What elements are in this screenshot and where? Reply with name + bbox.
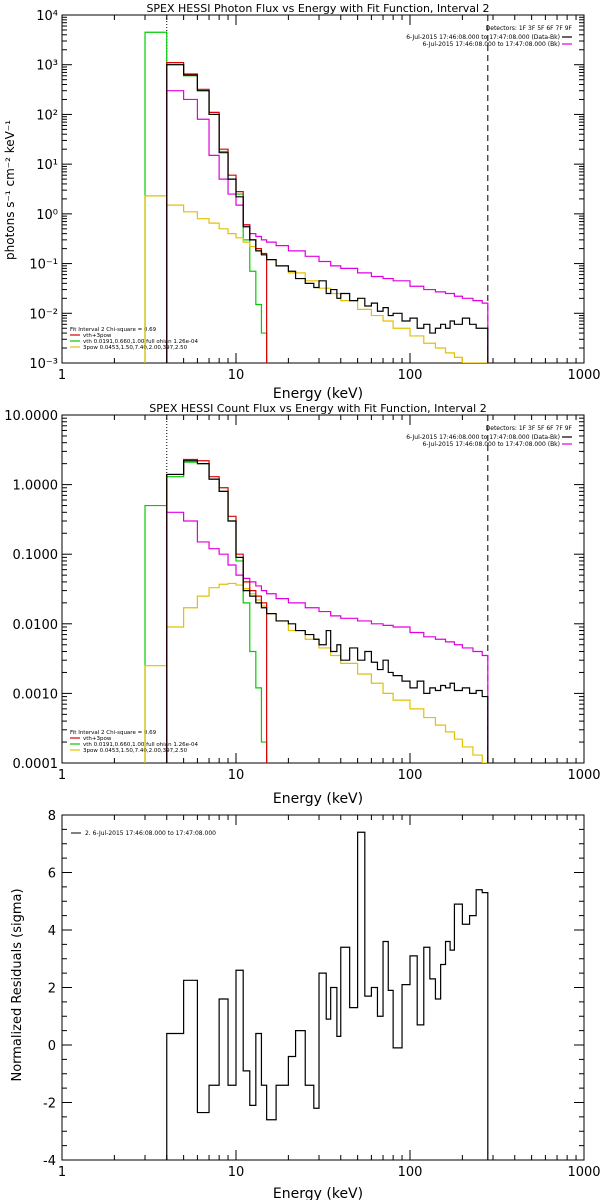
panel2-series-3pow <box>144 582 488 763</box>
panel1-series-vth-3pow <box>166 62 268 363</box>
legend-left-label: vth+3pow <box>83 736 112 742</box>
panel3-series-2-6-jul-2015-17-46-08-000-to-17-47-08-000 <box>166 831 489 1160</box>
panel1-series-3pow <box>144 195 488 363</box>
legend-left-label: vth+3pow <box>83 333 112 339</box>
legend-left-label: 3pow 0.0453,1.50,7.40,2.00,397,2.50 <box>83 748 188 754</box>
panel2-legend-right: 6-Jul-2015 17:46:08.000 to 17:47:08.000 … <box>406 434 572 448</box>
panel3-xlabel: Energy (keV) <box>273 1186 363 1200</box>
x-tick-label: 1000 <box>567 368 600 383</box>
y-tick-label: 10.0000 <box>4 409 58 424</box>
panel2-series-vth-3pow <box>166 458 268 763</box>
panel3-ylabel: Normalized Residuals (sigma) <box>10 888 25 1081</box>
y-tick-label: 0.0100 <box>13 618 59 633</box>
panel2-plot-frame <box>61 414 585 764</box>
y-tick-label: 4 <box>48 924 56 939</box>
panel2-xlabel: Energy (keV) <box>273 791 363 807</box>
y-tick-label: 10³ <box>36 59 58 74</box>
x-tick-label: 1000 <box>567 1165 600 1180</box>
panel2-axes: 1 10 100 1000 0.0001 0.0010 0.0100 0.1000 1.0000… <box>4 409 600 783</box>
panel1-title: SPEX HESSI Photon Flux vs Energy with Fi… <box>146 2 489 15</box>
panel1-series-data-bk <box>166 64 489 363</box>
x-tick-label: 10 <box>228 1165 245 1180</box>
panel3-legend: 2. 6-Jul-2015 17:46:08.000 to 17:47:08.0… <box>85 830 216 837</box>
legend-left-label: vth 0.0191,0.660,1.00 full ohian 1.26e-0… <box>83 742 198 748</box>
x-tick-label: 100 <box>398 768 423 783</box>
y-tick-label: 0.0010 <box>13 687 59 702</box>
x-tick-label: 10 <box>228 768 245 783</box>
panel2-series-bk <box>166 511 489 763</box>
panel2-legend-left: Fit Interval 2 Chi-square = 0.69vth+3pow… <box>70 730 198 754</box>
panel1-series-bk <box>166 90 489 363</box>
x-tick-label: 1 <box>58 768 66 783</box>
y-tick-label: 10² <box>36 108 58 123</box>
legend-right-label: 6-Jul-2015 17:46:08.000 to 17:47:08.000 … <box>406 34 560 41</box>
x-tick-label: 1 <box>58 1165 66 1180</box>
y-tick-label: 10⁻¹ <box>29 258 58 273</box>
x-tick-label: 10 <box>228 368 245 383</box>
legend-left-label: 3pow 0.0453,1.50,7.40,2.00,397,2.50 <box>83 345 188 351</box>
legend-right-label: 6-Jul-2015 17:46:08.000 to 17:47:08.000 … <box>422 441 560 448</box>
y-tick-label: 1.0000 <box>13 479 59 494</box>
panel2-detectors: Detectors: 1F 3F 5F 6F 7F 9F <box>486 425 573 432</box>
y-tick-label: 10¹ <box>36 158 58 173</box>
y-tick-label: 2 <box>48 982 56 997</box>
y-tick-label: 10⁰ <box>36 208 58 223</box>
y-tick-label: 10⁻³ <box>29 357 58 372</box>
legend-left-label: Fit Interval 2 Chi-square = 0.69 <box>70 327 157 333</box>
y-tick-label: 10⁻² <box>29 307 58 322</box>
y-tick-label: 0 <box>48 1039 56 1054</box>
panel2-series-vth <box>144 461 268 763</box>
x-tick-label: 100 <box>398 1165 423 1180</box>
y-tick-label: -2 <box>43 1097 56 1112</box>
x-tick-label: 1000 <box>567 768 600 783</box>
y-tick-label: 6 <box>48 867 56 882</box>
x-tick-label: 1 <box>58 368 66 383</box>
legend-right-label: 6-Jul-2015 17:46:08.000 to 17:47:08.000 … <box>406 434 560 441</box>
y-tick-label: -4 <box>43 1154 56 1169</box>
panel2-series-data-bk <box>166 460 489 763</box>
panel1-detectors: Detectors: 1F 3F 5F 6F 7F 9F <box>486 25 573 32</box>
legend-right-label: 6-Jul-2015 17:46:08.000 to 17:47:08.000 … <box>422 41 560 48</box>
panel1-series-vth <box>144 31 268 363</box>
panel2-title: SPEX HESSI Count Flux vs Energy with Fit… <box>149 402 486 415</box>
panel1-axes: 1 10 100 1000 10⁻³ 10⁻² 10⁻¹ 10⁰ 10¹ 10² 10³ 10⁴ <box>29 9 600 383</box>
x-tick-label: 100 <box>398 368 423 383</box>
panel1-legend-left: Fit Interval 2 Chi-square = 0.69vth+3pow… <box>70 327 198 351</box>
panel1-ylabel: photons s⁻¹ cm⁻² keV⁻¹ <box>3 120 17 260</box>
y-tick-label: 0.0001 <box>13 757 59 772</box>
panel3-axes: 1 10 100 1000 -4 -2 0 2 4 6 8 <box>43 809 600 1180</box>
y-tick-label: 0.1000 <box>13 548 59 563</box>
legend-left-label: Fit Interval 2 Chi-square = 0.69 <box>70 730 157 736</box>
panel3-plot-frame <box>61 814 585 1161</box>
y-tick-label: 8 <box>48 809 56 824</box>
panel1-plot-frame <box>61 14 585 364</box>
legend-left-label: vth 0.0191,0.660,1.00 full ohian 1.26e-0… <box>83 339 198 345</box>
panel1-xlabel: Energy (keV) <box>273 386 363 402</box>
y-tick-label: 10⁴ <box>36 9 58 24</box>
panel1-legend-right: 6-Jul-2015 17:46:08.000 to 17:47:08.000 … <box>406 34 572 48</box>
